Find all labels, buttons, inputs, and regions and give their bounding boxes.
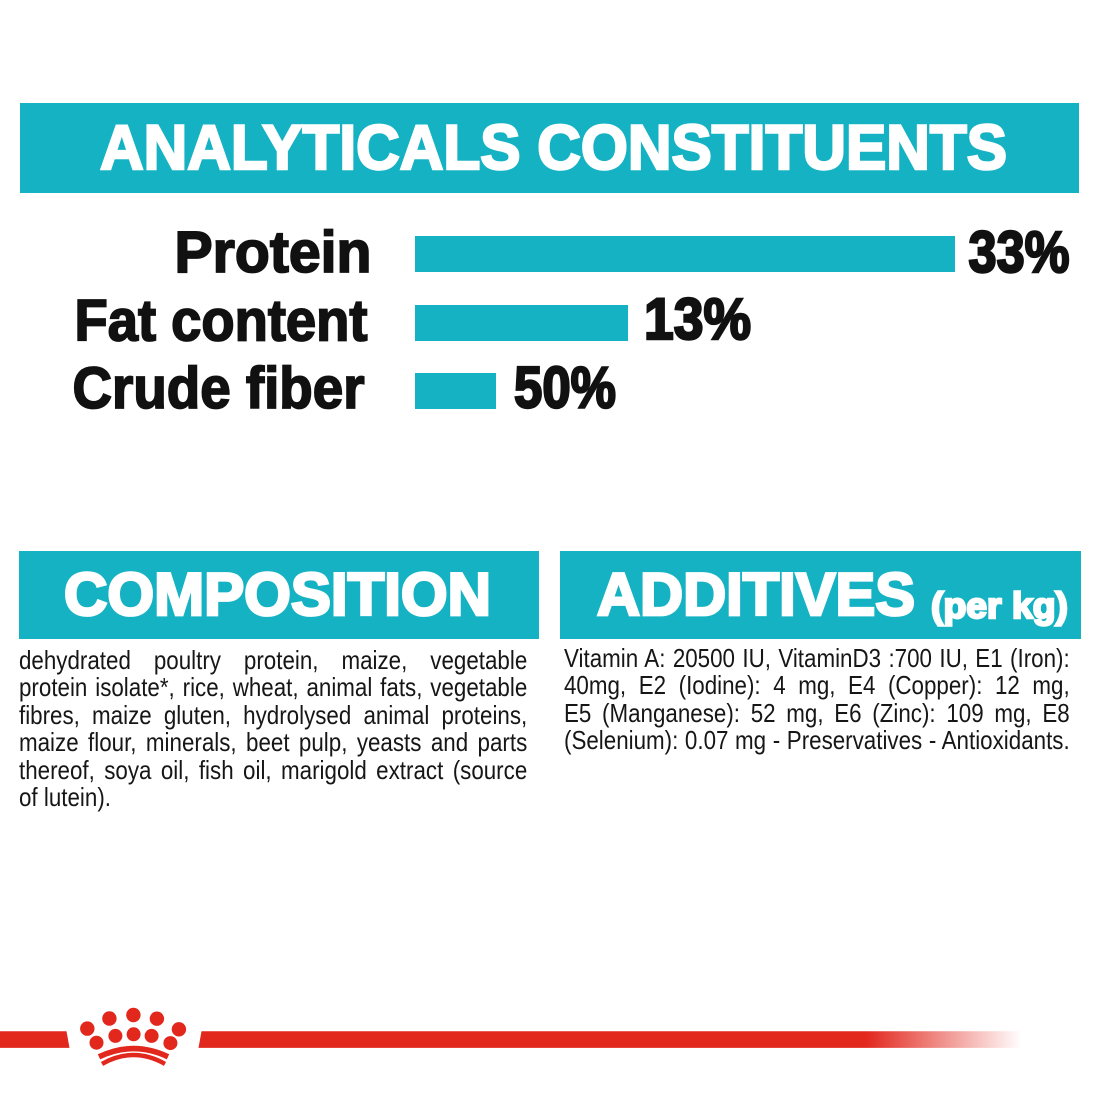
svg-text:50%: 50%: [514, 356, 616, 421]
svg-text:Protein: Protein: [175, 220, 372, 285]
svg-text:Fat content: Fat content: [75, 289, 368, 354]
svg-text:(per kg): (per kg): [931, 585, 1068, 626]
svg-text:Crude fiber: Crude fiber: [73, 356, 365, 421]
svg-text:ADDITIVES: ADDITIVES: [597, 561, 915, 628]
svg-text:COMPOSITION: COMPOSITION: [64, 561, 491, 628]
svg-text:33%: 33%: [969, 220, 1070, 285]
svg-text:13%: 13%: [644, 287, 751, 352]
svg-text:ANALYTICALS CONSTITUENTS: ANALYTICALS CONSTITUENTS: [100, 113, 1007, 183]
